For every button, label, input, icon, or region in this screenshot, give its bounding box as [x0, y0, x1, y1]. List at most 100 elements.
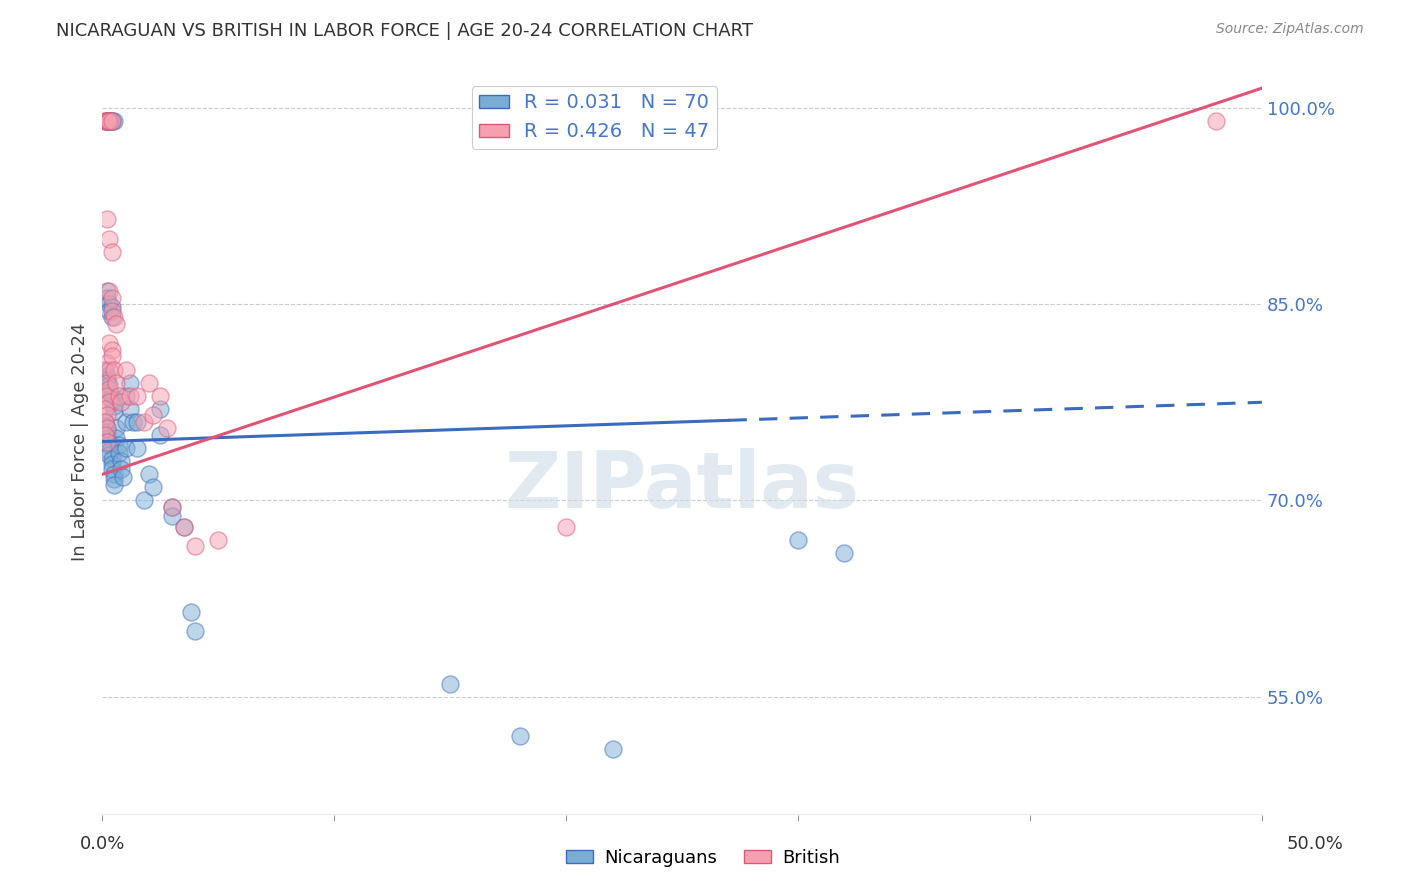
Point [134, 493, 156, 508]
Point [160, 509, 183, 524]
Point [100, 389, 122, 403]
Point [96, 356, 118, 370]
Point [112, 470, 135, 484]
Point [98, 232, 121, 246]
Point [160, 500, 183, 514]
Point [98, 443, 121, 458]
Point [100, 114, 122, 128]
Point [96, 425, 118, 440]
Point [100, 244, 122, 259]
Point [509, 729, 531, 743]
Point [96, 389, 118, 403]
Point [94, 362, 117, 376]
Point [105, 317, 128, 331]
Point [105, 431, 128, 445]
Point [110, 454, 132, 468]
Point [555, 519, 578, 533]
Point [94, 418, 117, 433]
Point [110, 462, 132, 476]
Point [96, 114, 118, 128]
Legend: R = 0.031   N = 70, R = 0.426   N = 47: R = 0.031 N = 70, R = 0.426 N = 47 [471, 86, 717, 149]
Point [100, 395, 122, 409]
Point [96, 114, 118, 128]
Point [100, 457, 122, 471]
Point [439, 676, 461, 690]
Y-axis label: In Labor Force | Age 20-24: In Labor Force | Age 20-24 [72, 322, 89, 561]
Point [105, 421, 128, 435]
Text: 0.0%: 0.0% [80, 835, 125, 853]
Point [184, 539, 207, 553]
Point [184, 624, 207, 639]
Point [98, 438, 121, 452]
Point [103, 362, 125, 376]
Point [94, 415, 117, 429]
Point [834, 546, 856, 560]
Point [98, 378, 121, 392]
Point [180, 605, 202, 619]
Point [149, 401, 172, 416]
Point [96, 373, 118, 387]
Point [149, 389, 172, 403]
Point [120, 401, 142, 416]
Point [103, 310, 125, 325]
Point [98, 114, 121, 128]
Point [96, 212, 118, 227]
Point [96, 434, 118, 449]
Point [100, 291, 122, 305]
Point [96, 291, 118, 305]
Point [98, 336, 121, 351]
Point [100, 350, 122, 364]
Point [98, 395, 121, 409]
Point [114, 389, 136, 403]
Point [100, 451, 122, 466]
Point [134, 415, 156, 429]
Point [103, 114, 125, 128]
Point [103, 404, 125, 418]
Point [107, 389, 129, 403]
Point [121, 415, 143, 429]
Point [98, 362, 121, 376]
Point [120, 389, 142, 403]
Text: NICARAGUAN VS BRITISH IN LABOR FORCE | AGE 20-24 CORRELATION CHART: NICARAGUAN VS BRITISH IN LABOR FORCE | A… [56, 22, 754, 40]
Point [96, 284, 118, 298]
Point [110, 395, 132, 409]
Point [127, 441, 149, 455]
Point [96, 431, 118, 445]
Point [94, 428, 117, 442]
Point [94, 114, 117, 128]
Point [98, 303, 121, 318]
Point [94, 401, 117, 416]
Point [96, 421, 118, 435]
Point [105, 376, 128, 390]
Point [100, 303, 122, 318]
Point [156, 421, 179, 435]
Point [98, 114, 121, 128]
Point [787, 533, 810, 547]
Point [103, 399, 125, 413]
Point [100, 462, 122, 476]
Point [98, 434, 121, 449]
Point [103, 477, 125, 491]
Point [107, 438, 129, 452]
Point [602, 742, 624, 756]
Point [173, 519, 195, 533]
Point [149, 428, 172, 442]
Point [103, 467, 125, 482]
Point [98, 297, 121, 311]
Text: ZIPatlas: ZIPatlas [505, 449, 859, 524]
Point [96, 421, 118, 435]
Point [1205, 114, 1227, 128]
Point [96, 369, 118, 384]
Point [100, 114, 122, 128]
Point [114, 415, 136, 429]
Point [103, 473, 125, 487]
Point [98, 114, 121, 128]
Point [98, 114, 121, 128]
Point [114, 362, 136, 376]
Point [98, 382, 121, 396]
Point [96, 114, 118, 128]
Point [120, 376, 142, 390]
Point [138, 467, 160, 482]
Point [98, 384, 121, 399]
Point [127, 415, 149, 429]
